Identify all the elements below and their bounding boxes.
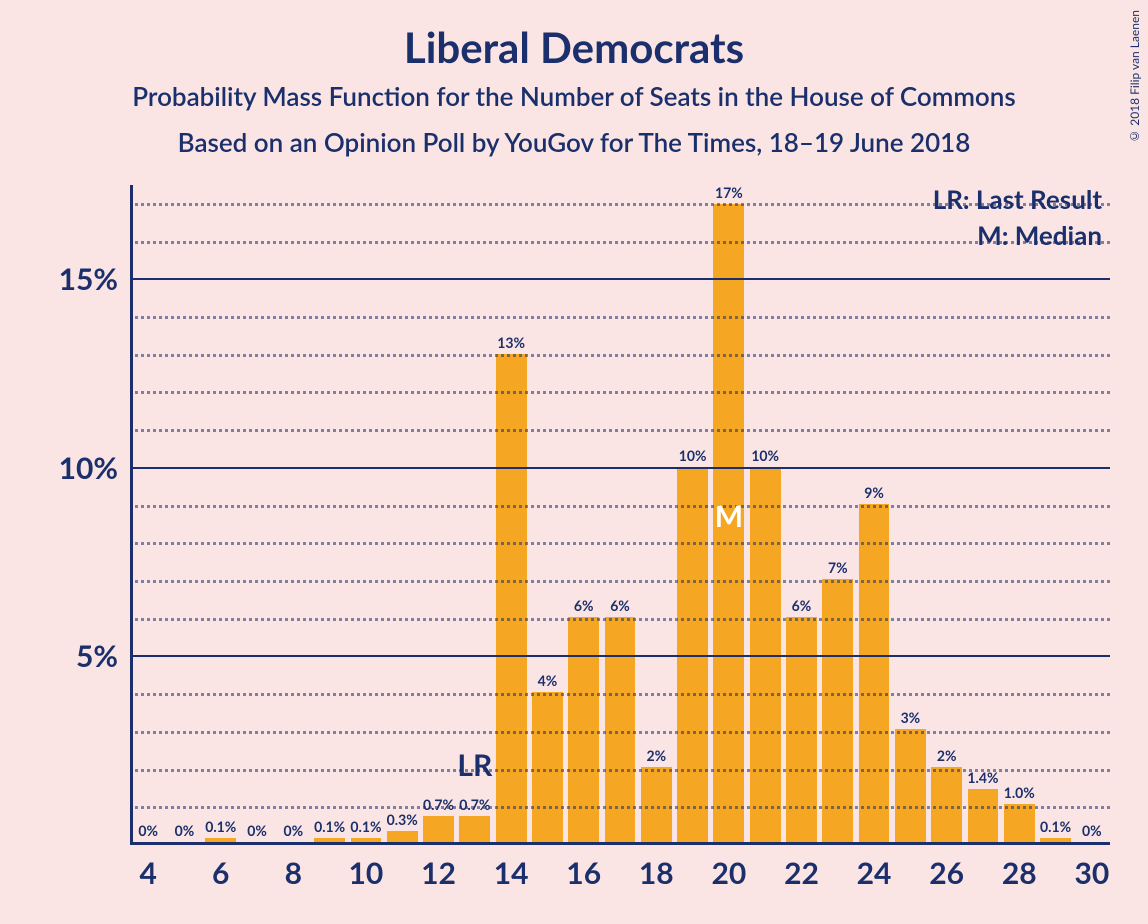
y-tick-label: 15%	[59, 261, 118, 297]
bars-layer: 0%0%0.1%0%0%0.1%0.1%0.3%0.7%0.7%13%4%6%6…	[130, 185, 1110, 845]
bar-value-label: 0.1%	[314, 818, 345, 835]
grid-minor	[130, 731, 1110, 734]
x-tick-label: 10	[349, 855, 384, 891]
x-tick-label: 12	[421, 855, 456, 891]
chart-title: Liberal Democrats	[0, 0, 1148, 72]
bar-value-label: 1.0%	[1004, 784, 1035, 801]
bar: 1.4%	[968, 789, 999, 842]
bar-value-label: 0.1%	[350, 818, 381, 835]
bar: 3%	[895, 729, 926, 842]
bar-value-label: 0%	[175, 822, 195, 839]
x-tick-label: 14	[494, 855, 529, 891]
bar: 0.1%	[351, 838, 382, 842]
bar-value-label: 4%	[538, 672, 558, 689]
bar: 0.7%	[423, 816, 454, 842]
bar-value-label: 10%	[679, 447, 707, 464]
bar-value-label: 2%	[937, 747, 957, 764]
bar-value-label: 3%	[901, 709, 921, 726]
grid-minor	[130, 806, 1110, 809]
bar-value-label: 13%	[497, 334, 525, 351]
bar: 2%	[641, 767, 672, 842]
bar-value-label: 7%	[828, 559, 848, 576]
bar-value-label: 10%	[751, 447, 779, 464]
y-tick-label: 10%	[59, 450, 118, 486]
x-tick-label: 30	[1074, 855, 1109, 891]
x-tick-label: 18	[639, 855, 674, 891]
plot-area: LR: Last Result M: Median 0%0%0.1%0%0%0.…	[130, 185, 1110, 845]
grid-minor	[130, 580, 1110, 583]
bar-value-label: 0.1%	[205, 818, 236, 835]
grid-minor	[130, 241, 1110, 244]
grid-major	[130, 278, 1110, 280]
bar: 10%	[750, 467, 781, 842]
bar-value-label: 6%	[792, 597, 812, 614]
x-tick-label: 6	[212, 855, 229, 891]
bar: 0.1%	[314, 838, 345, 842]
chart-container: LR: Last Result M: Median 0%0%0.1%0%0%0.…	[40, 185, 1120, 905]
bar: 0.3%	[387, 831, 418, 842]
grid-major	[130, 467, 1110, 469]
bar-value-label: 0%	[138, 822, 158, 839]
bar: 0.1%	[1040, 838, 1071, 842]
bar: 0.1%	[205, 838, 236, 842]
bar-value-label: 0.7%	[459, 796, 490, 813]
bar-value-label: 0.7%	[423, 796, 454, 813]
bar: 1.0%	[1004, 804, 1035, 842]
chart-subtitle-1: Probability Mass Function for the Number…	[0, 80, 1148, 112]
x-tick-label: 26	[929, 855, 964, 891]
bar-value-label: 0%	[284, 822, 304, 839]
grid-minor	[130, 429, 1110, 432]
bar-value-label: 6%	[610, 597, 630, 614]
x-tick-label: 20	[711, 855, 746, 891]
last-result-marker: LR	[457, 747, 492, 783]
bar-value-label: 0.1%	[1040, 818, 1071, 835]
bar-value-label: 0.3%	[387, 811, 418, 828]
chart-subtitle-2: Based on an Opinion Poll by YouGov for T…	[0, 126, 1148, 158]
grid-minor	[130, 354, 1110, 357]
x-tick-label: 24	[857, 855, 892, 891]
bar: 9%	[859, 504, 890, 842]
x-tick-label: 22	[784, 855, 819, 891]
bar-value-label: 1.4%	[967, 769, 998, 786]
bar: 0.7%	[459, 816, 490, 842]
grid-minor	[130, 769, 1110, 772]
grid-minor	[130, 542, 1110, 545]
bar: 10%	[677, 467, 708, 842]
grid-minor	[130, 693, 1110, 696]
median-marker: M	[715, 498, 743, 534]
bar: 4%	[532, 692, 563, 842]
grid-minor	[130, 391, 1110, 394]
bar-value-label: 17%	[715, 184, 743, 201]
bar-value-label: 6%	[574, 597, 594, 614]
grid-major	[130, 655, 1110, 657]
bar-value-label: 0%	[1082, 822, 1102, 839]
grid-minor	[130, 618, 1110, 621]
x-tick-label: 16	[566, 855, 601, 891]
bar-value-label: 9%	[864, 484, 884, 501]
x-tick-label: 28	[1002, 855, 1037, 891]
bar: 2%	[931, 767, 962, 842]
y-tick-label: 5%	[76, 638, 118, 674]
grid-minor	[130, 203, 1110, 206]
copyright-text: © 2018 Filip van Laenen	[1127, 10, 1142, 144]
x-tick-label: 8	[285, 855, 302, 891]
bar-value-label: 0%	[247, 822, 267, 839]
x-tick-label: 4	[139, 855, 156, 891]
grid-minor	[130, 505, 1110, 508]
bar-value-label: 2%	[646, 747, 666, 764]
grid-minor	[130, 316, 1110, 319]
